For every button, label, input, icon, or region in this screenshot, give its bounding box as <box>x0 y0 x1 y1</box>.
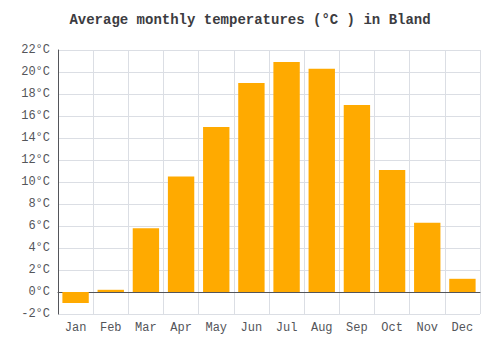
svg-text:Nov: Nov <box>416 321 438 335</box>
svg-text:Average monthly temperatures (: Average monthly temperatures (°C ) in Bl… <box>69 12 430 28</box>
svg-text:18°C: 18°C <box>21 87 50 101</box>
svg-text:20°C: 20°C <box>21 65 50 79</box>
svg-text:8°C: 8°C <box>28 197 50 211</box>
svg-text:Jan: Jan <box>65 321 87 335</box>
svg-text:Aug: Aug <box>311 321 333 335</box>
svg-text:12°C: 12°C <box>21 153 50 167</box>
svg-text:Sep: Sep <box>346 321 368 335</box>
svg-text:Mar: Mar <box>135 321 157 335</box>
svg-text:16°C: 16°C <box>21 109 50 123</box>
svg-text:14°C: 14°C <box>21 131 50 145</box>
svg-text:10°C: 10°C <box>21 175 50 189</box>
svg-text:0°C: 0°C <box>28 285 50 299</box>
svg-text:6°C: 6°C <box>28 219 50 233</box>
svg-text:Jun: Jun <box>241 321 263 335</box>
svg-text:Oct: Oct <box>381 321 403 335</box>
svg-text:May: May <box>205 321 227 335</box>
svg-text:Apr: Apr <box>170 321 192 335</box>
svg-text:22°C: 22°C <box>21 43 50 57</box>
svg-text:4°C: 4°C <box>28 241 50 255</box>
svg-text:Feb: Feb <box>100 321 122 335</box>
svg-text:2°C: 2°C <box>28 263 50 277</box>
svg-text:Dec: Dec <box>452 321 474 335</box>
svg-text:-2°C: -2°C <box>21 307 50 321</box>
svg-text:Jul: Jul <box>276 321 298 335</box>
